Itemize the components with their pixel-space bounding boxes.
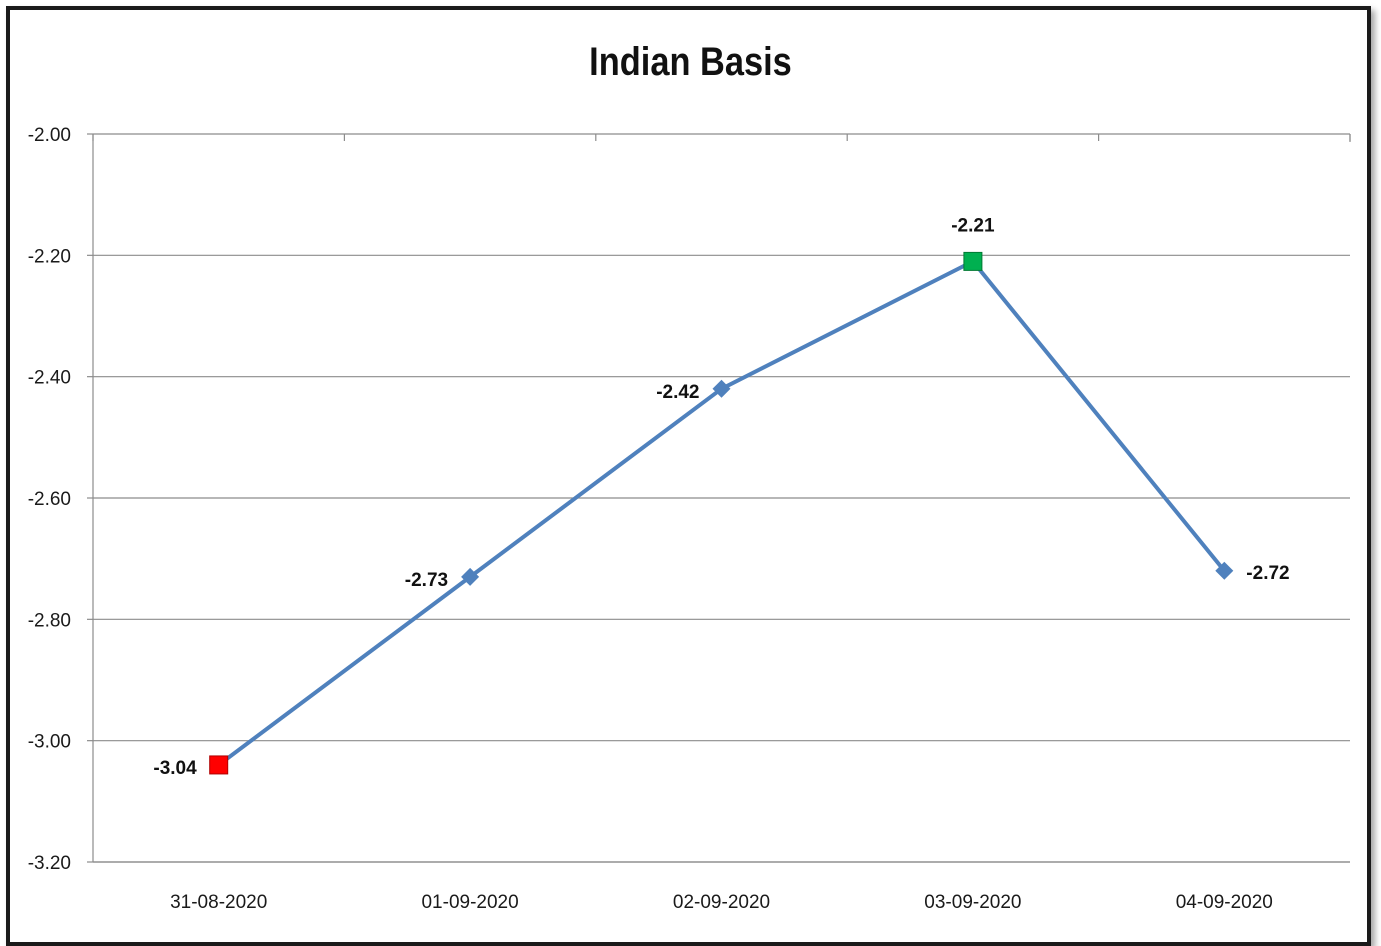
chart-title: Indian Basis — [589, 40, 792, 84]
data-label: -2.21 — [951, 215, 995, 236]
x-tick-label: 04-09-2020 — [1176, 892, 1273, 913]
x-tick-label: 02-09-2020 — [673, 892, 770, 913]
data-point-marker — [461, 567, 480, 586]
y-tick-label: -2.60 — [28, 489, 71, 510]
chart-frame — [6, 6, 1371, 946]
y-tick-label: -2.00 — [28, 125, 71, 146]
x-tick-label: 31-08-2020 — [170, 892, 267, 913]
x-tick-label: 01-09-2020 — [421, 892, 518, 913]
data-point-marker — [712, 379, 731, 398]
series-line — [217, 259, 1226, 767]
x-tick-label: 03-09-2020 — [924, 892, 1021, 913]
min-point-marker — [209, 755, 229, 775]
data-label: -3.04 — [153, 758, 197, 779]
data-label: -2.42 — [656, 382, 699, 403]
y-tick-label: -2.40 — [28, 368, 71, 389]
max-point-marker — [963, 251, 983, 271]
data-label: -2.73 — [405, 570, 448, 591]
y-tick-label: -3.00 — [28, 732, 71, 753]
data-point-marker — [1215, 561, 1234, 580]
y-tick-label: -3.20 — [28, 853, 71, 874]
data-label: -2.72 — [1246, 563, 1289, 584]
y-tick-label: -2.80 — [28, 610, 71, 631]
y-tick-label: -2.20 — [28, 246, 71, 267]
